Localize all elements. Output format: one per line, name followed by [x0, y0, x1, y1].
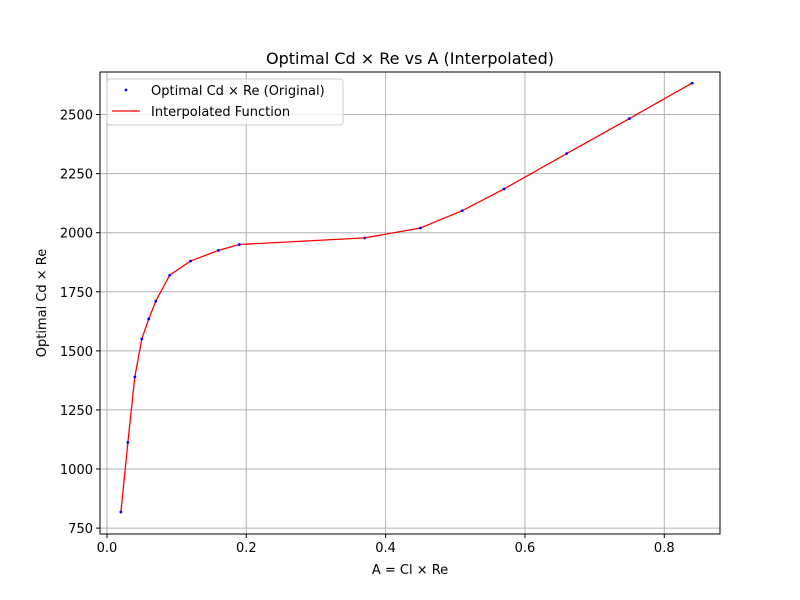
data-point: [419, 226, 422, 230]
data-point: [628, 117, 631, 120]
y-tick-label: 1500: [60, 345, 93, 360]
x-axis: 0.0 0.2 0.4 0.6 0.8: [97, 534, 675, 556]
y-tick-label: 2500: [60, 109, 93, 124]
data-point: [154, 299, 158, 303]
legend: Optimal Cd × Re (Original) Interpolated …: [106, 78, 344, 126]
plot-area: [100, 72, 720, 534]
data-point: [133, 375, 137, 379]
data-point: [690, 81, 694, 85]
data-point: [147, 317, 151, 321]
y-tick-label: 1250: [60, 404, 93, 419]
y-tick-label: 750: [68, 522, 93, 537]
plot-frame: [99, 71, 721, 535]
data-point: [237, 243, 241, 246]
data-point: [363, 236, 367, 240]
data-point: [217, 249, 220, 252]
y-tick-label: 1750: [60, 286, 93, 301]
data-point: [565, 152, 569, 155]
y-tick-label: 1000: [60, 463, 93, 478]
data-point: [140, 337, 144, 341]
legend-label-original: Optimal Cd × Re (Original): [151, 84, 325, 99]
data-point: [119, 510, 123, 514]
data-point: [502, 187, 506, 191]
x-tick-label: 0.6: [515, 541, 536, 556]
chart-title: Optimal Cd × Re vs A (Interpolated): [266, 49, 554, 68]
series-points-group: [119, 81, 694, 514]
legend-box: [106, 78, 344, 126]
x-tick-label: 0.2: [236, 541, 257, 556]
y-tick-label: 2250: [60, 168, 93, 183]
x-axis-label: A = Cl × Re: [372, 563, 448, 578]
x-tick-label: 0.4: [375, 541, 396, 556]
grid: [100, 72, 720, 534]
data-point: [460, 209, 464, 213]
legend-marker-original: [124, 88, 128, 92]
legend-label-interpolated: Interpolated Function: [151, 105, 290, 120]
y-axis-label: Optimal Cd × Re: [35, 249, 50, 358]
data-point: [168, 273, 172, 277]
y-tick-label: 2000: [60, 227, 93, 242]
x-tick-label: 0.0: [97, 541, 118, 556]
data-point: [189, 259, 192, 263]
y-axis: 750 1000 1250 1500 1750 2000 2250 2500: [60, 109, 100, 537]
x-tick-label: 0.8: [654, 541, 675, 556]
data-point: [126, 441, 130, 444]
